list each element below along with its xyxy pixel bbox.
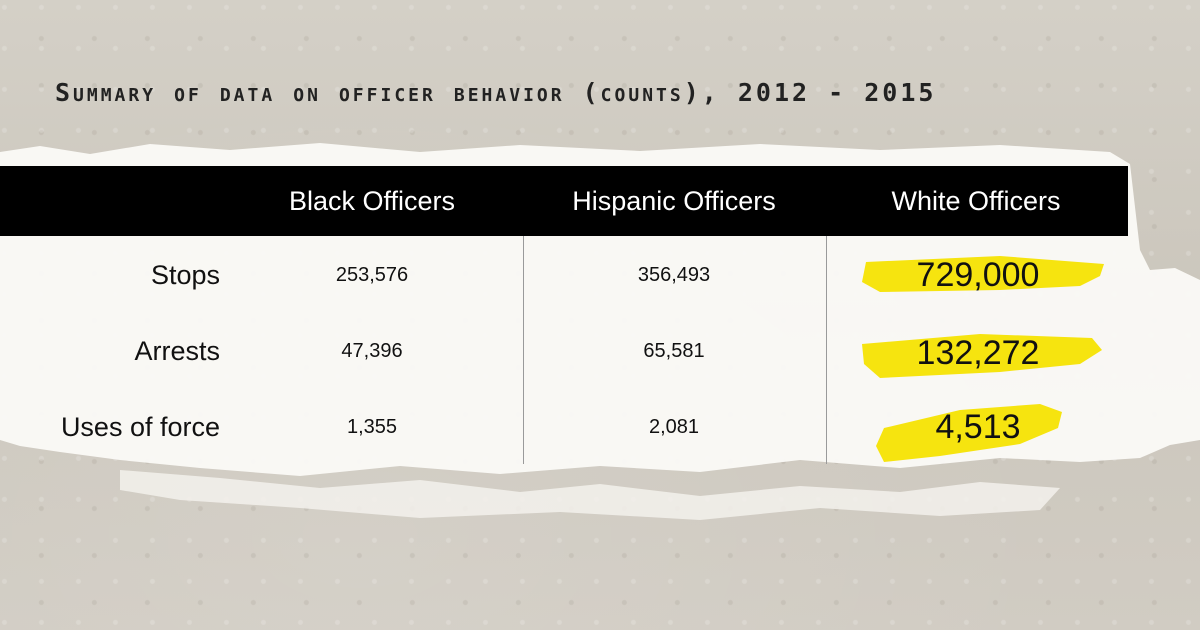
cell-stops-white: 729,000 [916,256,1040,294]
column-header-hispanic-officers: Hispanic Officers [572,186,776,216]
column-header-white-officers: White Officers [891,186,1061,216]
highlight-stroke-arrests [862,334,1102,378]
cell-arrests-white: 132,272 [916,334,1040,372]
cell-arrests-hispanic: 65,581 [643,340,705,362]
cell-force-white: 4,513 [935,408,1021,446]
row-label-uses-of-force: Uses of force [60,412,220,442]
cell-force-black: 1,355 [346,416,398,438]
cell-force-hispanic: 2,081 [648,416,700,438]
column-divider [523,236,524,464]
highlight-stroke-stops [862,256,1104,292]
table-header: Black Officers Hispanic Officers White O… [0,166,1128,236]
column-header-black-officers: Black Officers [288,186,456,216]
row-label-arrests: Arrests [134,336,220,366]
cell-stops-black: 253,576 [335,264,409,286]
cell-arrests-black: 47,396 [341,340,403,362]
highlight-stroke-force [876,404,1062,462]
column-divider [826,236,827,464]
row-label-stops: Stops [150,260,220,290]
cell-stops-hispanic: 356,493 [637,264,711,286]
chart-title: Summary of data on officer behavior (cou… [55,78,937,107]
